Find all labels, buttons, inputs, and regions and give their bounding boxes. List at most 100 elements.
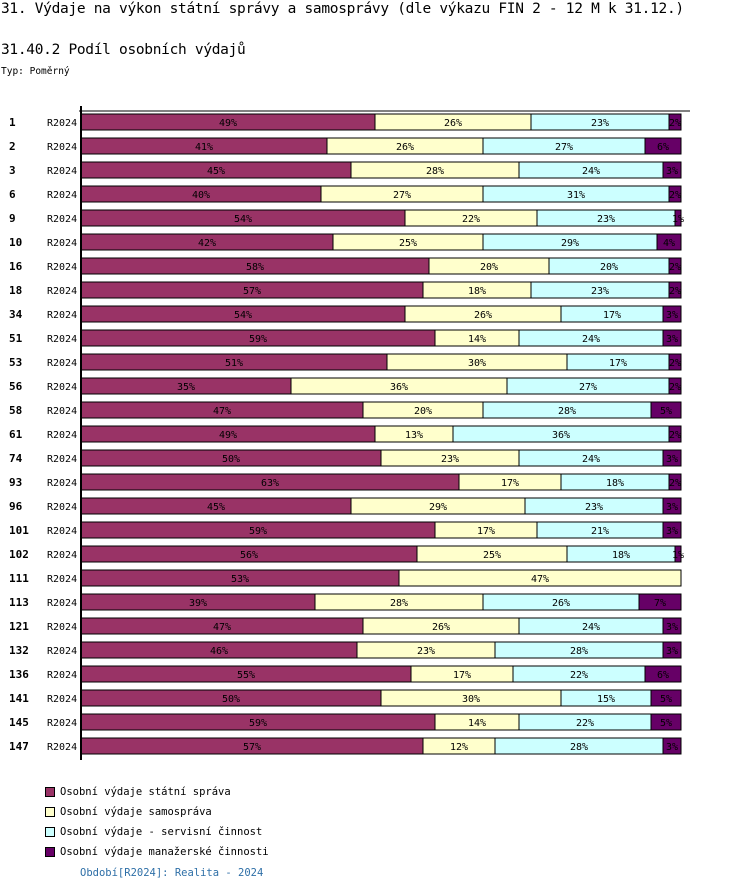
period-note: Období[R2024]: Realita - 2024 [80, 867, 264, 879]
bar-value-label: 5% [660, 406, 672, 417]
bar-value-label: 2% [669, 190, 681, 201]
bar-value-label: 3% [666, 622, 678, 633]
category-label: 1 [9, 116, 16, 129]
bar-segment [644, 665, 682, 683]
category-label: 3 [9, 164, 16, 177]
bar-value-label: 25% [483, 550, 501, 561]
bar-segment [398, 569, 682, 587]
bar-segment [662, 521, 682, 539]
bar-value-label: 54% [234, 310, 252, 321]
period-label: R2024 [47, 358, 77, 369]
category-label: 93 [9, 476, 22, 489]
stacked-bar-chart: 1 R2024 49% 26% 23% 2% 2 R2024 41% 26% 27% 6% 3 R2024… [9, 106, 690, 760]
bar-segment [650, 401, 682, 419]
period-label: R2024 [47, 118, 77, 129]
bar-segment [668, 113, 682, 131]
category-label: 121 [9, 620, 29, 633]
bar-segment [668, 281, 682, 299]
category-label: 53 [9, 356, 22, 369]
bar-segment [668, 185, 682, 203]
bar-value-label: 56% [240, 550, 258, 561]
category-label: 58 [9, 404, 22, 417]
bar-value-label: 30% [468, 358, 486, 369]
chart-subtitle: 31.40.2 Podíl osobních výdajů [1, 42, 246, 58]
period-label: R2024 [47, 550, 77, 561]
bar-value-label: 23% [441, 454, 459, 465]
bar-segment [668, 377, 682, 395]
bar-value-label: 22% [570, 670, 588, 681]
bar-value-label: 2% [669, 478, 681, 489]
bar-value-label: 2% [669, 430, 681, 441]
bar-value-label: 49% [219, 118, 237, 129]
period-label: R2024 [47, 406, 77, 417]
bar-value-label: 3% [666, 646, 678, 657]
bar-value-label: 3% [666, 526, 678, 537]
bar-value-label: 59% [249, 334, 267, 345]
category-label: 56 [9, 380, 23, 393]
bar-value-label: 57% [243, 742, 261, 753]
bar-value-label: 14% [468, 334, 486, 345]
period-label: R2024 [47, 430, 77, 441]
bar-value-label: 24% [582, 166, 600, 177]
bar-value-label: 28% [390, 598, 408, 609]
bar-value-label: 20% [600, 262, 618, 273]
bar-segment [662, 449, 682, 467]
bar-value-label: 24% [582, 334, 600, 345]
legend: Osobní výdaje státní správa Osobní výdaje… [45, 782, 269, 862]
bar-value-label: 26% [444, 118, 462, 129]
category-label: 141 [9, 692, 29, 705]
bar-value-label: 22% [576, 718, 594, 729]
bar-value-label: 36% [390, 382, 408, 393]
bar-value-label: 29% [561, 238, 579, 249]
bar-value-label: 6% [657, 142, 669, 153]
period-label: R2024 [47, 286, 77, 297]
bar-value-label: 2% [669, 358, 681, 369]
bar-value-label: 27% [555, 142, 573, 153]
bar-value-label: 17% [477, 526, 495, 537]
bar-value-label: 31% [567, 190, 585, 201]
category-label: 101 [9, 524, 29, 537]
period-label: R2024 [47, 622, 77, 633]
period-label: R2024 [47, 238, 77, 249]
bar-value-label: 13% [405, 430, 423, 441]
bar-segment [662, 305, 682, 323]
bar-segment [662, 161, 682, 179]
bar-value-label: 7% [654, 598, 666, 609]
bar-value-label: 35% [177, 382, 195, 393]
bar-segment [668, 425, 682, 443]
category-label: 9 [9, 212, 16, 225]
bar-value-label: 27% [393, 190, 411, 201]
bar-segment [668, 257, 682, 275]
bar-value-label: 24% [582, 622, 600, 633]
legend-swatch [45, 807, 55, 817]
bar-segment [638, 593, 682, 611]
bar-value-label: 27% [579, 382, 597, 393]
bar-value-label: 28% [570, 646, 588, 657]
legend-label: Osobní výdaje - servisní činnost [60, 826, 263, 838]
bar-value-label: 55% [237, 670, 255, 681]
bar-segment [668, 353, 682, 371]
category-label: 34 [9, 308, 23, 321]
category-label: 6 [9, 188, 16, 201]
bar-value-label: 28% [558, 406, 576, 417]
period-label: R2024 [47, 598, 77, 609]
period-label: R2024 [47, 142, 77, 153]
period-label: R2024 [47, 574, 77, 585]
bar-value-label: 18% [612, 550, 630, 561]
bar-value-label: 3% [666, 454, 678, 465]
bar-value-label: 47% [213, 406, 231, 417]
bar-value-label: 40% [192, 190, 210, 201]
legend-item: Osobní výdaje státní správa [45, 782, 269, 802]
bar-value-label: 20% [480, 262, 498, 273]
bar-value-label: 46% [210, 646, 228, 657]
period-label: R2024 [47, 454, 77, 465]
period-label: R2024 [47, 718, 77, 729]
bar-value-label: 17% [603, 310, 621, 321]
bar-value-label: 23% [591, 118, 609, 129]
bar-value-label: 6% [657, 670, 669, 681]
bar-segment [674, 545, 682, 563]
bar-value-label: 2% [669, 382, 681, 393]
bar-value-label: 42% [198, 238, 216, 249]
bar-value-label: 26% [432, 622, 450, 633]
bar-value-label: 23% [417, 646, 435, 657]
